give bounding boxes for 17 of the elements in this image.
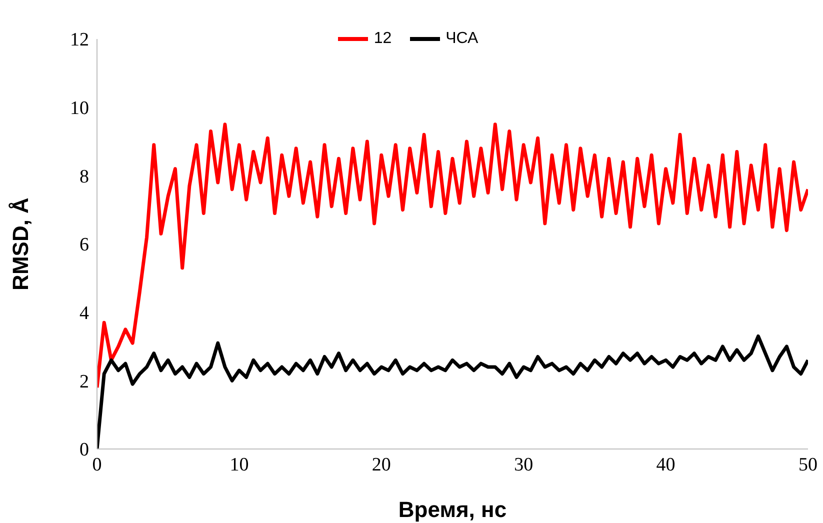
line-series bbox=[97, 122, 808, 390]
x-tick-label: 20 bbox=[372, 454, 391, 476]
y-tick-label: 8 bbox=[80, 166, 89, 188]
x-tick-label: 40 bbox=[656, 454, 676, 476]
x-tick-label: 50 bbox=[798, 454, 818, 476]
y-tick-label: 10 bbox=[70, 98, 89, 120]
legend-label: 12 bbox=[374, 30, 392, 48]
y-tick-label: 2 bbox=[80, 371, 89, 392]
x-tick-label: 10 bbox=[230, 454, 249, 476]
x-axis-title: Время, нс bbox=[398, 497, 507, 522]
y-tick-label: 6 bbox=[80, 234, 89, 256]
y-tick-label: 0 bbox=[80, 440, 89, 461]
x-tick-label: 30 bbox=[514, 454, 534, 476]
y-axis-title: RMSD, Å bbox=[8, 197, 33, 290]
legend-label: ЧСА bbox=[446, 30, 478, 48]
y-tick-label: 12 bbox=[70, 30, 89, 51]
y-tick-label: 4 bbox=[80, 303, 90, 324]
